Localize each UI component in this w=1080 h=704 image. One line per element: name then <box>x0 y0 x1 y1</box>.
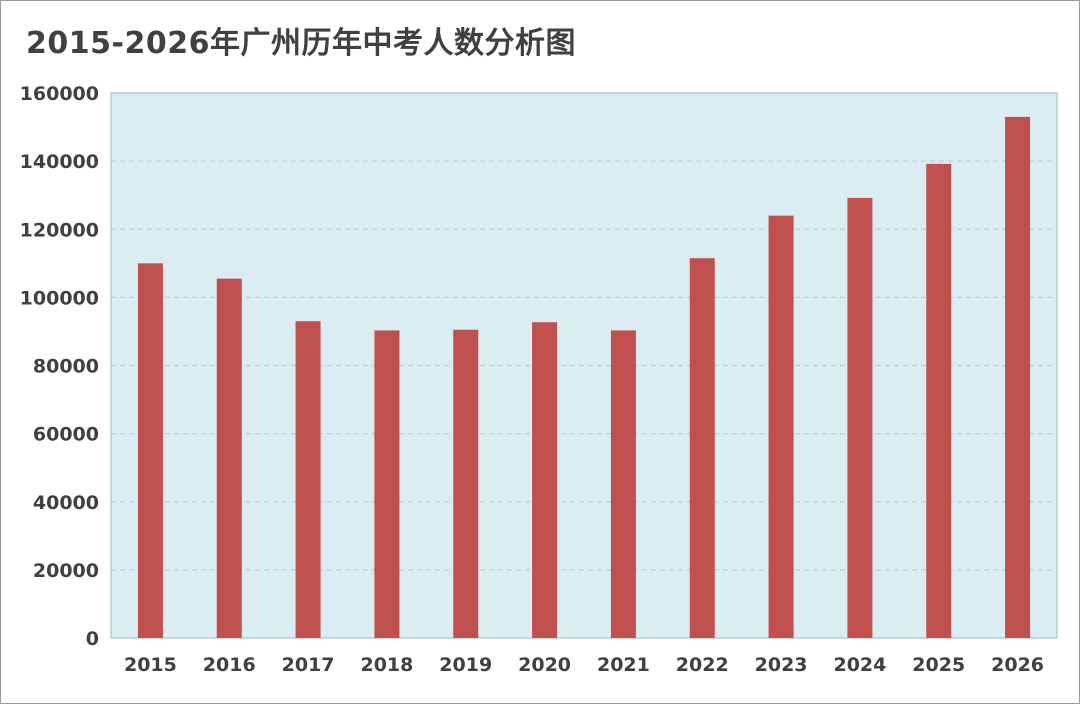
x-tick-label: 2024 <box>833 654 886 676</box>
y-tick-label: 120000 <box>20 219 99 241</box>
y-tick-label: 20000 <box>33 560 99 582</box>
bar-2019 <box>453 329 479 638</box>
bar-2022 <box>689 258 715 638</box>
bar-2024 <box>847 197 873 638</box>
bar-2020 <box>532 322 558 638</box>
plot-border <box>110 92 1058 639</box>
bar-2025 <box>926 163 952 638</box>
x-tick-label: 2018 <box>360 654 413 676</box>
bar-2017 <box>295 321 321 638</box>
x-tick-label: 2020 <box>518 654 571 676</box>
y-tick-label: 160000 <box>20 83 99 105</box>
x-tick-label: 2026 <box>991 654 1044 676</box>
x-tick-label: 2015 <box>124 654 177 676</box>
bar-2023 <box>768 215 794 638</box>
chart-title: 2015-2026年广州历年中考人数分析图 <box>26 26 576 61</box>
x-tick-label: 2023 <box>755 654 808 676</box>
y-tick-label: 140000 <box>20 151 99 173</box>
x-tick-label: 2019 <box>439 654 492 676</box>
bar-2018 <box>374 330 400 638</box>
y-tick-label: 60000 <box>33 424 99 446</box>
x-tick-label: 2021 <box>597 654 650 676</box>
bar-2021 <box>610 330 636 638</box>
y-tick-label: 80000 <box>33 356 99 378</box>
bar-2016 <box>216 278 242 638</box>
y-tick-label: 0 <box>86 628 99 650</box>
bar-2015 <box>137 263 163 638</box>
y-tick-label: 100000 <box>20 287 99 309</box>
x-tick-label: 2022 <box>676 654 729 676</box>
x-tick-label: 2017 <box>282 654 335 676</box>
x-tick-label: 2016 <box>203 654 256 676</box>
y-tick-label: 40000 <box>33 492 99 514</box>
bar-2026 <box>1005 116 1031 638</box>
x-tick-label: 2025 <box>912 654 965 676</box>
